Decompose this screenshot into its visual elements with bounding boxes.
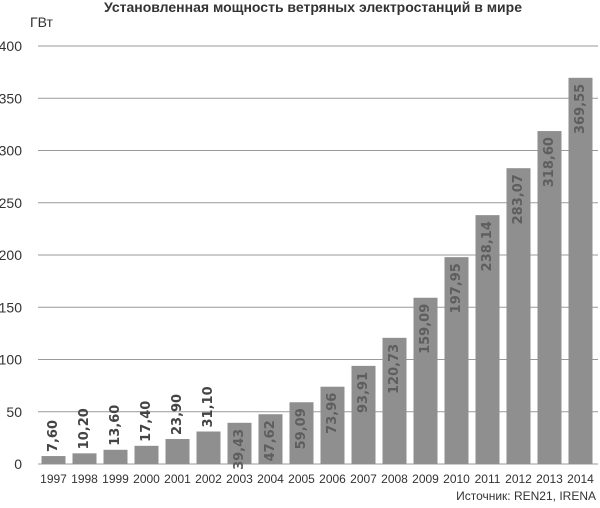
x-tick-label: 1999	[102, 472, 129, 486]
data-label: 197,95	[449, 263, 464, 313]
y-tick-label: 350	[0, 90, 22, 106]
data-label: 39,43	[232, 429, 247, 470]
bar-2005	[289, 402, 314, 464]
data-label: 10,20	[77, 408, 92, 449]
y-tick-label: 150	[0, 299, 22, 315]
bar-2003	[227, 422, 252, 464]
data-label: 283,07	[511, 174, 526, 224]
x-tick-label: 2000	[133, 472, 160, 486]
data-label: 31,10	[201, 386, 216, 427]
x-tick-label: 2014	[567, 472, 594, 486]
y-tick-label: 400	[0, 38, 22, 54]
y-tick-label: 100	[0, 352, 22, 368]
data-label: 13,60	[108, 405, 123, 446]
x-tick-label: 2005	[288, 472, 315, 486]
bar-2000	[134, 445, 159, 464]
data-label: 7,60	[46, 420, 61, 452]
bar-2009	[413, 297, 438, 464]
x-tick-label: 2007	[350, 472, 377, 486]
y-tick-label: 250	[0, 195, 22, 211]
y-axis-ticks: 0 50 100 150 200 250 300 350 400	[0, 38, 22, 472]
y-axis-unit: ГВт	[30, 14, 53, 30]
bar-2006	[320, 386, 345, 464]
bar-2012	[506, 168, 531, 465]
x-tick-label: 2009	[412, 472, 439, 486]
x-tick-label: 2004	[257, 472, 284, 486]
bar-1998	[72, 453, 97, 464]
bar-2010	[444, 257, 469, 464]
data-labels: 7,60 10,20 13,60 17,40 23,90 31,10 39,43 47,62 5…	[46, 84, 588, 470]
gridlines	[38, 45, 598, 465]
bar-2007	[351, 365, 376, 464]
bar-2004	[258, 414, 283, 464]
y-tick-label: 50	[6, 404, 22, 420]
data-label: 159,09	[418, 304, 433, 354]
x-tick-label: 2012	[505, 472, 532, 486]
bar-2014	[568, 77, 593, 464]
x-tick-label: 2010	[443, 472, 470, 486]
x-tick-label: 2006	[319, 472, 346, 486]
bar-2002	[196, 431, 221, 464]
data-label: 47,62	[263, 420, 278, 461]
x-tick-label: 2008	[381, 472, 408, 486]
x-tick-label: 2011	[475, 472, 501, 486]
data-label: 369,55	[573, 84, 588, 134]
y-tick-label: 200	[0, 247, 22, 263]
y-tick-label: 0	[14, 456, 22, 472]
bar-1997	[41, 456, 66, 464]
bar-2011	[475, 215, 500, 464]
x-tick-label: 2001	[164, 472, 191, 486]
chart-title: Установленная мощность ветряных электрос…	[104, 0, 522, 15]
data-label: 59,09	[294, 408, 309, 449]
x-tick-label: 2003	[226, 472, 253, 486]
data-label: 318,60	[542, 137, 557, 187]
data-label: 238,14	[480, 221, 495, 271]
y-tick-label: 300	[0, 143, 22, 159]
x-axis-ticks: 1997 1998 1999 2000 2001 2002 2003 2004 2005 2006…	[40, 472, 594, 486]
data-label: 120,73	[387, 344, 402, 394]
bar-2001	[165, 439, 190, 464]
x-tick-label: 2013	[536, 472, 563, 486]
x-tick-label: 1998	[71, 472, 98, 486]
data-label: 93,91	[356, 372, 371, 413]
bar-2013	[537, 131, 562, 465]
x-tick-label: 1997	[40, 472, 67, 486]
source-note: Источник: REN21, IRENA	[456, 489, 596, 503]
bars	[41, 77, 593, 465]
bar-1999	[103, 449, 128, 464]
data-label: 17,40	[139, 401, 154, 442]
bar-2008	[382, 337, 407, 464]
x-tick-label: 2002	[195, 472, 222, 486]
data-label: 73,96	[325, 393, 340, 434]
data-label: 23,90	[170, 394, 185, 435]
